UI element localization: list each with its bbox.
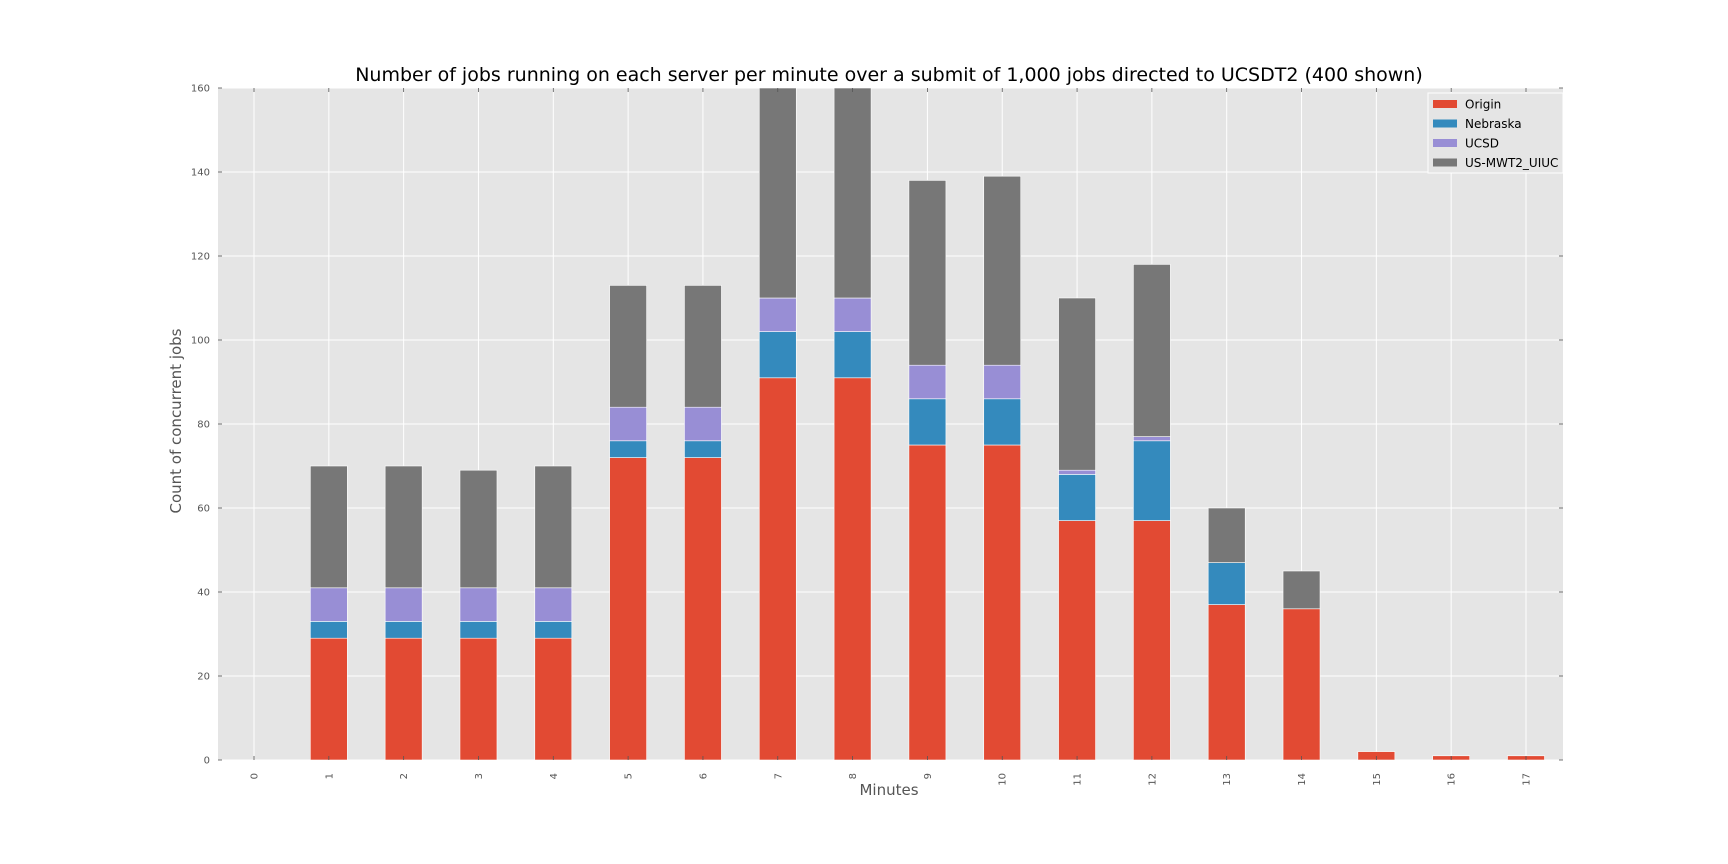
x-tick-label: 3 bbox=[474, 773, 485, 779]
bar-segment-us-mwt2-uiuc-12 bbox=[1133, 264, 1171, 437]
bar-segment-us-mwt2-uiuc-3 bbox=[459, 469, 498, 589]
y-tick-label: 40 bbox=[197, 588, 210, 599]
bar-segment-origin-5 bbox=[609, 457, 647, 761]
bar-segment-nebraska-8 bbox=[833, 331, 872, 379]
bar-segment-us-mwt2-uiuc-7 bbox=[758, 87, 797, 299]
x-tick-label: 5 bbox=[624, 773, 635, 779]
bar-segment-nebraska-1 bbox=[310, 621, 348, 639]
y-tick-label: 20 bbox=[197, 672, 210, 683]
chart-title: Number of jobs running on each server pe… bbox=[355, 64, 1423, 86]
x-tick-label: 0 bbox=[250, 773, 261, 779]
bar-segment-nebraska-9 bbox=[908, 398, 947, 446]
legend-label-us-mwt2-uiuc: US-MWT2_UIUC bbox=[1465, 156, 1558, 170]
bar-segment-nebraska-4 bbox=[534, 621, 573, 639]
bar-segment-us-mwt2-uiuc-6 bbox=[684, 285, 722, 408]
bar-segment-origin-11 bbox=[1058, 520, 1096, 761]
bar-segment-nebraska-5 bbox=[609, 440, 647, 458]
legend-label-nebraska: Nebraska bbox=[1465, 117, 1522, 131]
x-axis-title: Minutes bbox=[859, 781, 918, 799]
bar-segment-us-mwt2-uiuc-4 bbox=[534, 465, 573, 589]
bar-segment-ucsd-8 bbox=[833, 297, 872, 332]
y-tick-label: 80 bbox=[197, 420, 210, 431]
y-tick-label: 60 bbox=[197, 504, 210, 515]
bar-segment-nebraska-7 bbox=[758, 331, 797, 379]
x-tick-label: 17 bbox=[1522, 773, 1533, 786]
bar-segment-ucsd-6 bbox=[684, 406, 722, 442]
legend-swatch-nebraska bbox=[1433, 119, 1457, 128]
bar-segment-ucsd-5 bbox=[609, 406, 647, 442]
bar-segment-origin-3 bbox=[459, 637, 498, 761]
bar-segment-origin-2 bbox=[384, 637, 423, 761]
bar-segment-us-mwt2-uiuc-11 bbox=[1058, 297, 1096, 471]
bar-segment-us-mwt2-uiuc-14 bbox=[1282, 570, 1321, 610]
bar-segment-us-mwt2-uiuc-2 bbox=[384, 465, 423, 589]
bar-segment-ucsd-11 bbox=[1058, 469, 1096, 475]
y-tick-label: 0 bbox=[204, 756, 210, 767]
bar-segment-ucsd-2 bbox=[384, 587, 423, 622]
x-tick-label: 10 bbox=[998, 773, 1009, 786]
bar-segment-us-mwt2-uiuc-9 bbox=[908, 180, 947, 366]
legend-label-origin: Origin bbox=[1465, 98, 1501, 112]
y-tick-label: 140 bbox=[191, 168, 210, 179]
bar-segment-nebraska-3 bbox=[459, 621, 498, 639]
bar-segment-us-mwt2-uiuc-1 bbox=[310, 465, 348, 589]
bar-segment-origin-8 bbox=[833, 377, 872, 761]
bar-segment-nebraska-12 bbox=[1133, 440, 1171, 521]
x-tick-label: 11 bbox=[1073, 773, 1084, 786]
x-tick-label: 7 bbox=[773, 773, 784, 779]
bar-segment-us-mwt2-uiuc-10 bbox=[983, 175, 1022, 366]
bar-segment-ucsd-12 bbox=[1133, 436, 1171, 442]
x-tick-label: 16 bbox=[1447, 773, 1458, 786]
bar-segment-origin-1 bbox=[310, 637, 348, 761]
x-tick-label: 15 bbox=[1372, 773, 1383, 786]
bar-segment-us-mwt2-uiuc-13 bbox=[1207, 507, 1246, 563]
legend-swatch-ucsd bbox=[1433, 139, 1457, 147]
bar-segment-origin-7 bbox=[758, 377, 797, 761]
bar-segment-nebraska-2 bbox=[384, 621, 423, 639]
bar-segment-nebraska-11 bbox=[1058, 474, 1096, 521]
y-tick-label: 160 bbox=[191, 84, 210, 95]
bar-segment-ucsd-10 bbox=[983, 364, 1022, 400]
bar-segment-origin-14 bbox=[1282, 608, 1321, 761]
bar-segment-ucsd-3 bbox=[459, 587, 498, 622]
bar-segment-nebraska-10 bbox=[983, 398, 1022, 446]
bar-segment-us-mwt2-uiuc-8 bbox=[833, 87, 872, 299]
y-tick-label: 100 bbox=[191, 336, 210, 347]
x-tick-label: 13 bbox=[1222, 773, 1233, 786]
bar-segment-origin-13 bbox=[1207, 604, 1246, 761]
bar-segment-ucsd-9 bbox=[908, 364, 947, 400]
x-tick-label: 4 bbox=[549, 773, 560, 779]
x-tick-label: 14 bbox=[1297, 773, 1308, 786]
bar-segment-origin-9 bbox=[908, 444, 947, 761]
bar-segment-ucsd-7 bbox=[758, 297, 797, 332]
bar-segment-origin-12 bbox=[1133, 520, 1171, 761]
bar-segment-origin-10 bbox=[983, 444, 1022, 761]
legend-label-ucsd: UCSD bbox=[1465, 137, 1499, 151]
bar-segment-ucsd-1 bbox=[310, 587, 348, 622]
y-tick-label: 120 bbox=[191, 252, 210, 263]
x-tick-label: 1 bbox=[324, 773, 335, 779]
legend-swatch-us-mwt2-uiuc bbox=[1433, 158, 1457, 167]
x-tick-label: 2 bbox=[399, 773, 410, 779]
x-tick-label: 9 bbox=[923, 773, 934, 779]
bar-segment-nebraska-13 bbox=[1207, 562, 1246, 605]
y-axis-title: Count of concurrent jobs bbox=[167, 328, 185, 513]
x-tick-label: 6 bbox=[698, 773, 709, 779]
x-tick-label: 12 bbox=[1147, 773, 1158, 786]
bar-segment-origin-6 bbox=[684, 457, 722, 761]
bar-segment-ucsd-4 bbox=[534, 587, 573, 622]
bar-segment-us-mwt2-uiuc-5 bbox=[609, 285, 647, 408]
legend-swatch-origin bbox=[1433, 100, 1457, 108]
x-tick-label: 8 bbox=[848, 773, 859, 779]
bar-segment-origin-4 bbox=[534, 637, 573, 761]
bar-segment-nebraska-6 bbox=[684, 440, 722, 458]
